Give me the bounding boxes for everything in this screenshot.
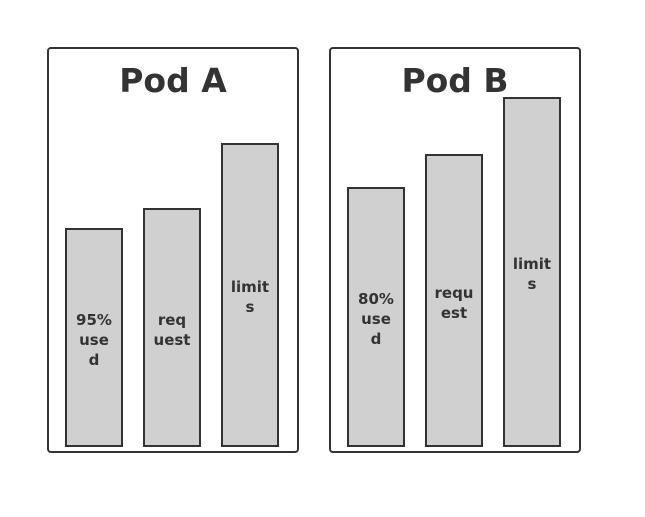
- pod-b-limits-label-line-2: s: [527, 275, 537, 293]
- pod-b-panel: Pod B 80% use d requ est limit s: [329, 47, 581, 453]
- pod-b-limits-label-line-1: limit: [512, 255, 552, 273]
- pod-a-request-label-line-1: req: [157, 311, 187, 329]
- pod-a-limits-label-line-1: limit: [230, 278, 270, 296]
- pod-a-limits-label: limit s: [225, 277, 275, 317]
- pod-a-used-bar: 95% use d: [65, 228, 123, 447]
- pod-a-used-label: 95% use d: [69, 310, 119, 370]
- pod-a-request-label-line-2: uest: [153, 331, 191, 349]
- pod-a-request-label: req uest: [147, 310, 197, 350]
- pod-b-used-label-line-1: 80%: [358, 290, 394, 308]
- pod-a-used-label-line-1: 95%: [76, 311, 112, 329]
- pod-a-panel: Pod A 95% use d req uest limit s: [47, 47, 299, 453]
- pod-b-used-bar: 80% use d: [347, 187, 405, 447]
- pod-a-title: Pod A: [119, 61, 227, 100]
- pod-b-title: Pod B: [401, 61, 509, 100]
- pod-a-request-bar: req uest: [143, 208, 201, 447]
- pod-b-request-label-line-1: requ: [434, 284, 474, 302]
- pod-a-used-label-line-2: use: [79, 331, 109, 349]
- pod-b-request-label-line-2: est: [440, 304, 468, 322]
- pod-b-used-label-line-2: use: [361, 310, 391, 328]
- pod-b-limits-label: limit s: [507, 254, 557, 294]
- pod-b-request-bar: requ est: [425, 154, 483, 447]
- pod-b-request-label: requ est: [429, 283, 479, 323]
- pod-a-limits-label-line-2: s: [245, 298, 255, 316]
- pod-b-used-label: 80% use d: [351, 289, 401, 349]
- pod-a-limits-bar: limit s: [221, 143, 279, 447]
- pod-b-used-label-line-3: d: [370, 330, 382, 348]
- pod-b-limits-bar: limit s: [503, 97, 561, 447]
- pod-a-used-label-line-3: d: [88, 351, 100, 369]
